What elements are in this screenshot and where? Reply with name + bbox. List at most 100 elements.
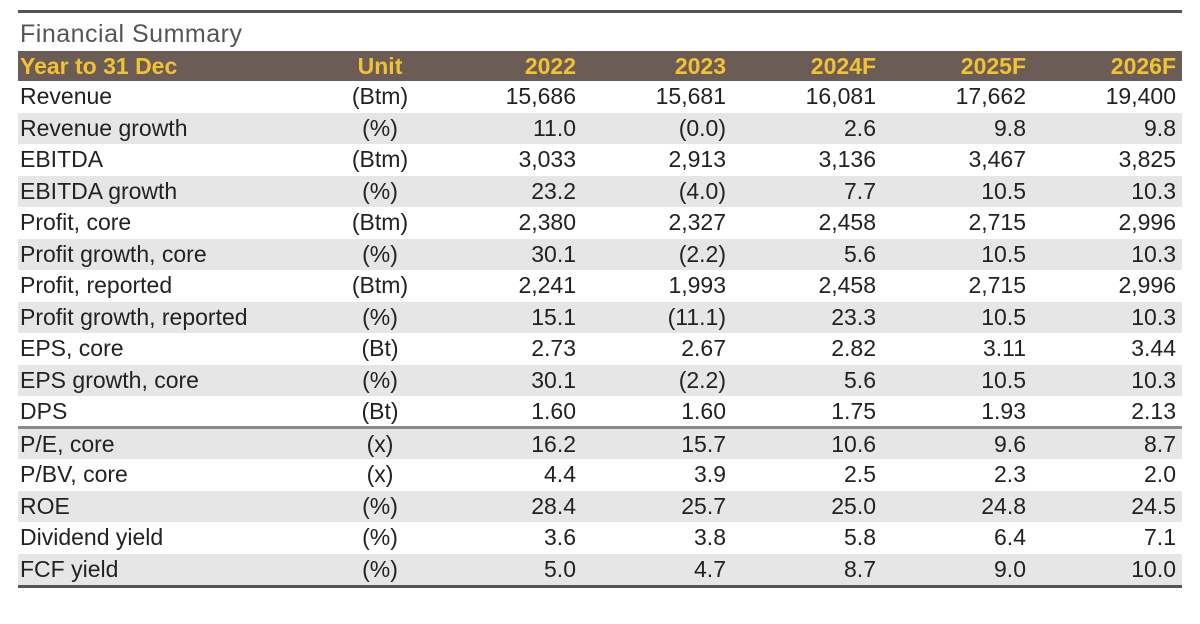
row-value: 15,686: [505, 83, 576, 110]
row-value: 2,380: [518, 209, 576, 236]
row-value: 2,996: [1118, 272, 1176, 299]
table-row: Profit growth, core (%) 30.1 (2.2) 5.6 10.5 10…: [18, 238, 1182, 270]
row-label: Profit growth, core: [20, 240, 207, 267]
row-value: 2,996: [1118, 209, 1176, 236]
table-row: EBITDA (Btm) 3,033 2,913 3,136 3,467 3,825: [18, 144, 1182, 176]
row-value: 9.8: [1144, 114, 1176, 141]
row-value: 2.73: [531, 335, 576, 362]
header-label: Year to 31 Dec: [20, 52, 178, 79]
bottom-rule: [18, 585, 1182, 588]
row-value: 10.3: [1131, 177, 1176, 204]
table-row: Profit, core (Btm) 2,380 2,327 2,458 2,715 2,9…: [18, 207, 1182, 239]
table-row: DPS (Bt) 1.60 1.60 1.75 1.93 2.13: [18, 396, 1182, 428]
header-row: Year to 31 Dec Unit 2022 2023 2024F 2025…: [18, 51, 1182, 81]
row-value: 23.2: [531, 177, 576, 204]
row-value: 23.3: [831, 303, 876, 330]
row-unit: (%): [362, 524, 398, 551]
row-value: 2,715: [968, 209, 1026, 236]
row-unit: (%): [362, 492, 398, 519]
financial-summary-table: Year to 31 Dec Unit 2022 2023 2024F 2025…: [18, 51, 1182, 585]
row-value: 1.93: [981, 397, 1026, 424]
row-value: 2.82: [831, 335, 876, 362]
row-label: P/BV, core: [20, 461, 128, 488]
row-label: P/E, core: [18, 426, 328, 459]
table-row: EPS growth, core (%) 30.1 (2.2) 5.6 10.5 10.3: [18, 364, 1182, 396]
row-value: 4.4: [544, 461, 576, 488]
row-value: 3.6: [544, 524, 576, 551]
table-row: EPS, core (Bt) 2.73 2.67 2.82 3.11 3.44: [18, 333, 1182, 365]
row-value: 1.60: [531, 397, 576, 424]
row-value: 2,913: [668, 146, 726, 173]
row-value: 4.7: [694, 555, 726, 582]
header-unit: Unit: [357, 52, 403, 79]
row-value: 2.13: [1131, 397, 1176, 424]
row-value: 2,241: [518, 272, 576, 299]
row-value: 3.11: [982, 335, 1026, 362]
table-row: Profit growth, reported (%) 15.1 (11.1) 23.3…: [18, 301, 1182, 333]
row-value: 7.7: [844, 177, 876, 204]
row-unit: (Btm): [351, 146, 409, 173]
table-row: P/E, core (x) 16.2 15.7 10.6 9.6 8.7: [18, 426, 1182, 459]
row-label: Profit growth, reported: [20, 303, 248, 330]
row-unit: (x): [328, 426, 432, 459]
row-value: 30.1: [531, 240, 576, 267]
header-year: 2026F: [1110, 52, 1176, 79]
row-value: (2.2): [678, 240, 726, 267]
row-value: 6.4: [994, 524, 1026, 551]
row-unit: (%): [362, 366, 398, 393]
row-value: 10.0: [1131, 555, 1176, 582]
row-label: DPS: [20, 397, 68, 424]
row-unit: (%): [362, 303, 398, 330]
row-value: 8.7: [844, 555, 876, 582]
table-row: EBITDA growth (%) 23.2 (4.0) 7.7 10.5 10.3: [18, 175, 1182, 207]
row-value: 2.0: [1144, 461, 1176, 488]
row-value: 15,681: [655, 83, 726, 110]
row-value: (11.1): [667, 303, 726, 330]
table-row: Profit, reported (Btm) 2,241 1,993 2,458 2,71…: [18, 270, 1182, 302]
row-value: 2,715: [968, 272, 1026, 299]
row-value: 5.0: [544, 555, 576, 582]
row-value: 16.2: [432, 426, 582, 459]
row-value: 25.0: [831, 492, 876, 519]
row-value: 10.3: [1131, 240, 1176, 267]
row-label: ROE: [20, 492, 70, 519]
row-value: 10.5: [981, 177, 1026, 204]
row-value: 8.7: [1032, 426, 1182, 459]
row-label: EBITDA growth: [20, 177, 178, 204]
row-label: Dividend yield: [20, 524, 164, 551]
row-unit: (%): [362, 240, 398, 267]
row-value: 3,825: [1118, 146, 1176, 173]
table-row: Dividend yield (%) 3.6 3.8 5.8 6.4 7.1: [18, 522, 1182, 554]
row-value: 2,458: [818, 209, 876, 236]
row-unit: (Btm): [351, 83, 409, 110]
row-value: 10.5: [981, 240, 1026, 267]
row-unit: (Btm): [351, 209, 409, 236]
row-label: EBITDA: [20, 146, 104, 173]
row-value: 2.67: [681, 335, 726, 362]
row-value: 9.8: [994, 114, 1026, 141]
row-value: 2.5: [844, 461, 876, 488]
row-value: 11.0: [532, 114, 576, 141]
row-value: 1.60: [681, 397, 726, 424]
table-row: ROE (%) 28.4 25.7 25.0 24.8 24.5: [18, 490, 1182, 522]
top-rule: [18, 10, 1182, 13]
row-value: 5.6: [844, 366, 876, 393]
row-unit: (%): [362, 177, 398, 204]
row-value: 1.75: [831, 397, 876, 424]
row-unit: (%): [362, 555, 398, 582]
row-value: 7.1: [1144, 524, 1176, 551]
table-title: Financial Summary: [20, 20, 243, 48]
row-value: 2,458: [818, 272, 876, 299]
header-year: 2024F: [810, 52, 876, 79]
row-label: FCF yield: [20, 555, 119, 582]
row-unit: (x): [366, 461, 394, 488]
row-value: 10.3: [1131, 366, 1176, 393]
row-value: 17,662: [955, 83, 1026, 110]
row-value: 10.6: [732, 426, 882, 459]
row-value: 10.3: [1131, 303, 1176, 330]
row-value: 3.9: [694, 461, 726, 488]
table-body: Revenue (Btm) 15,686 15,681 16,081 17,662 19,4…: [18, 81, 1182, 585]
header-year: 2025F: [960, 52, 1026, 79]
row-label: Revenue: [20, 83, 113, 110]
row-value: 15.1: [531, 303, 576, 330]
